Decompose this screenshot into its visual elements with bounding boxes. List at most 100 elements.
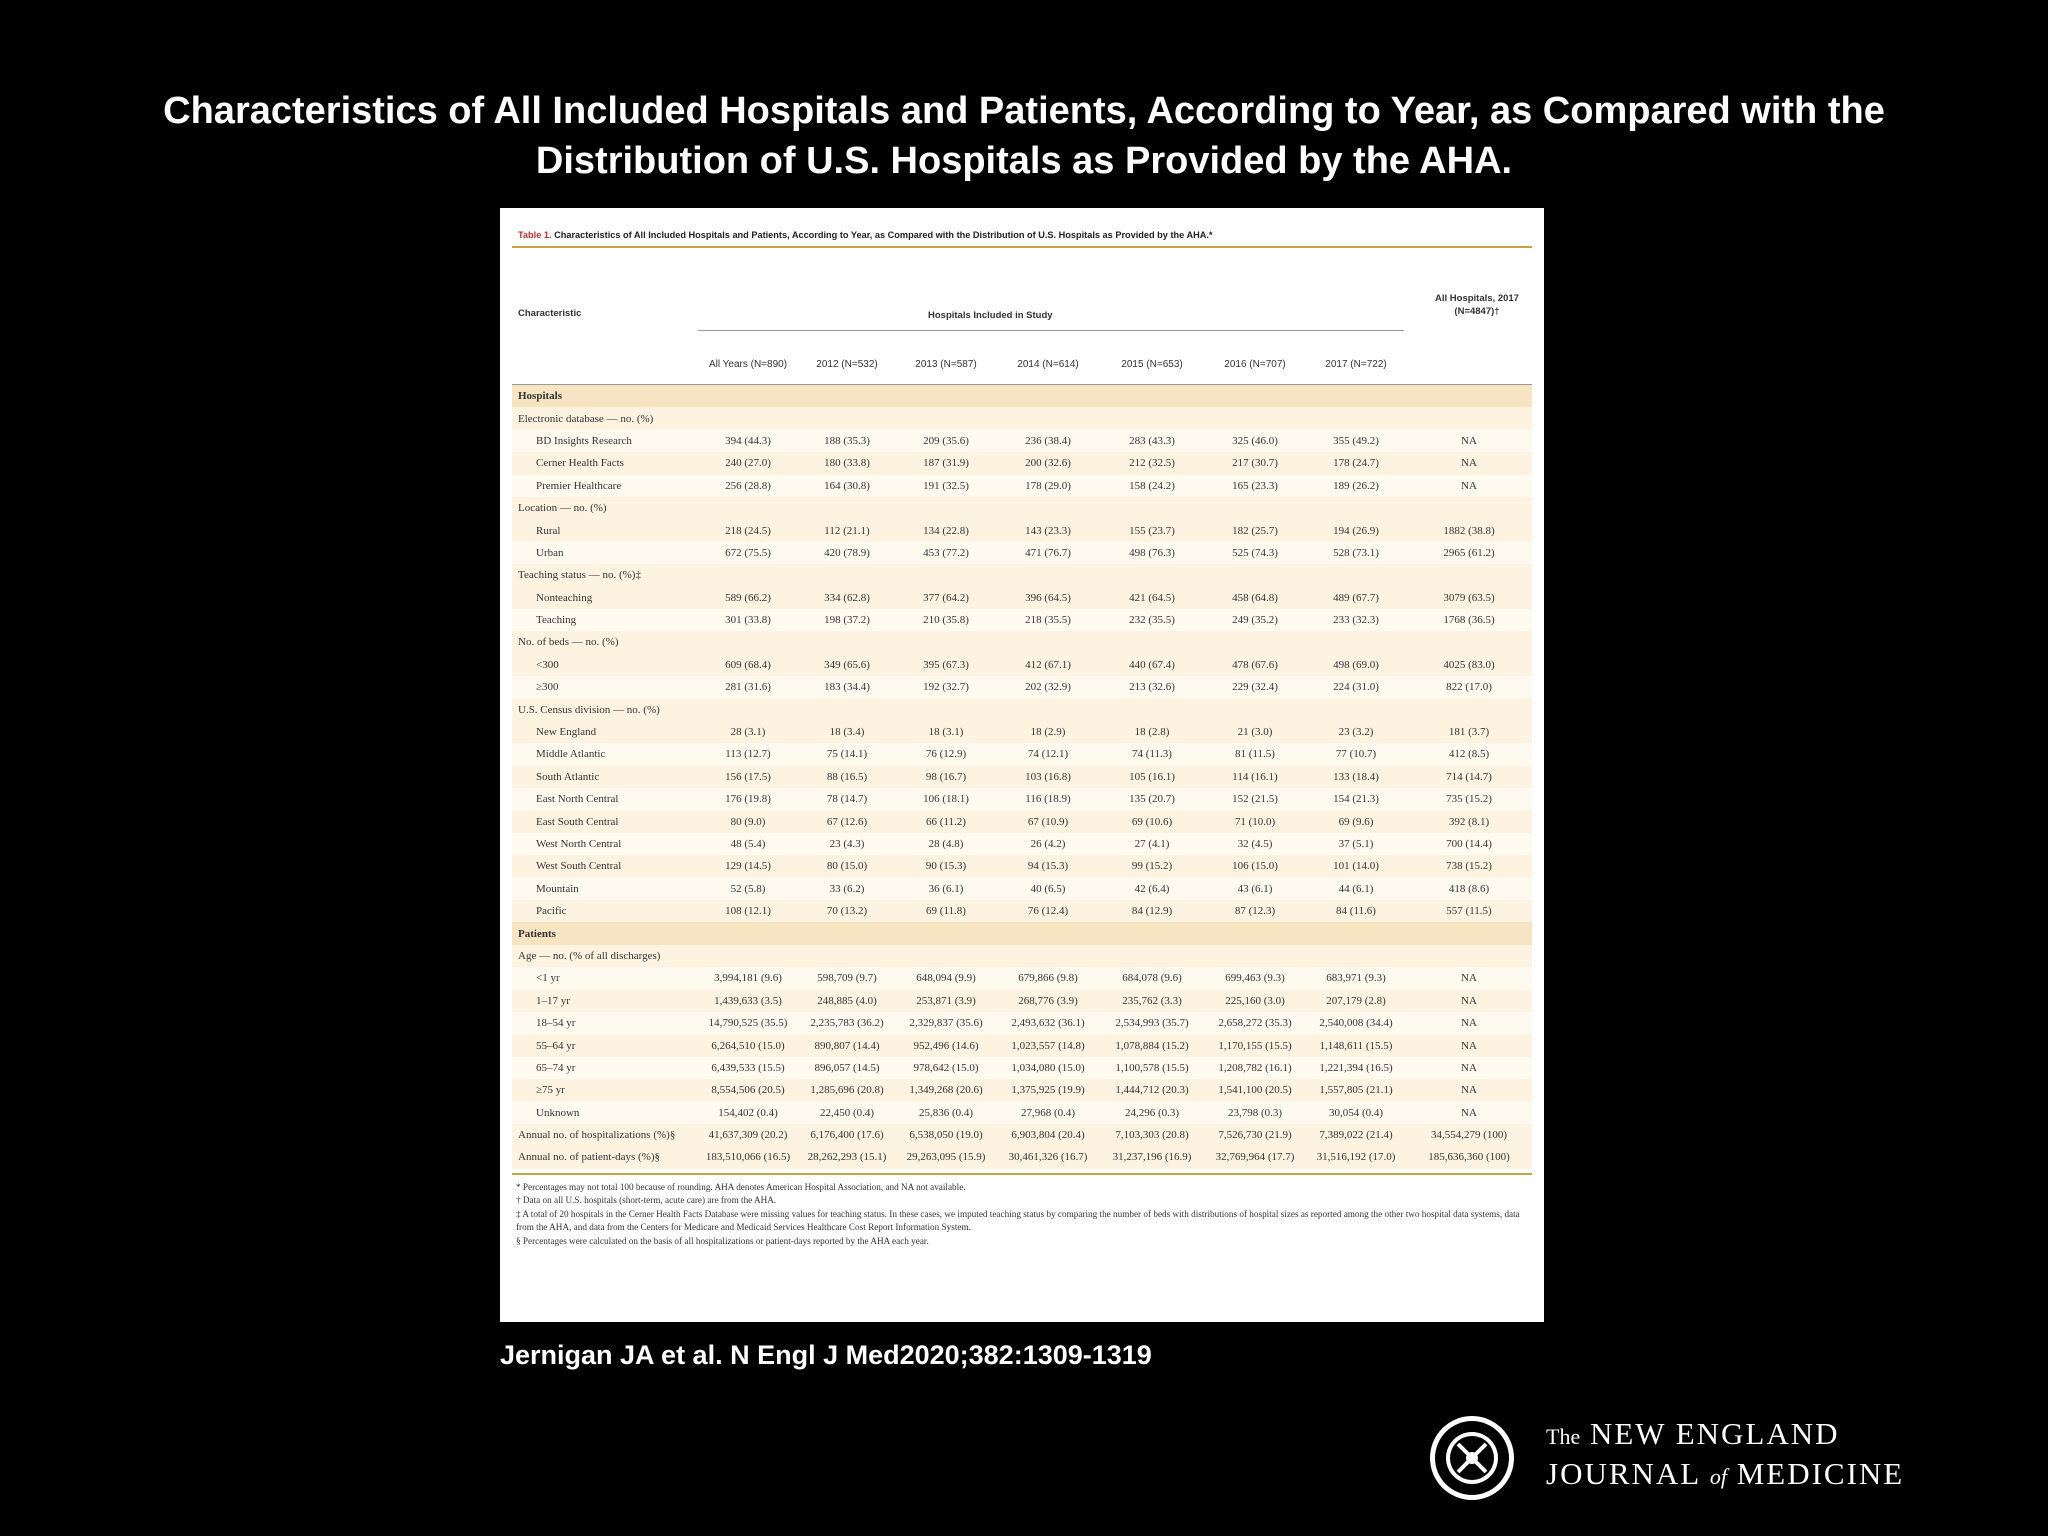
table-cell [698,564,798,587]
table-cell [1406,922,1532,945]
table-cell: 134 (22.8) [923,524,969,537]
table-row: Electronic database — no. (%) [512,407,1532,430]
column-header-row: All Years (N=890) 2012 (N=532) 2013 (N=587… [512,344,1532,385]
table-cell: 69 (10.6) [1131,815,1173,828]
table-cell: 822 (17.0) [1406,676,1532,699]
table-cell: 683,971 (9.3) [1306,967,1406,990]
table-row: Rural 218 (24.5) 112 (21.1) 134 (22.8) 143 (… [512,519,1532,541]
table-cell: 67 (10.9) [1027,815,1069,828]
table-cell: NA [1406,1101,1532,1124]
table-cell: 33 (6.2) [798,877,896,900]
table-cell [996,631,1100,654]
footnote: § Percentages were calculated on the bas… [516,1235,929,1246]
row-label: U.S. Census division — no. (%) [512,698,698,721]
table-cell: 106 (15.0) [1232,860,1278,873]
table-row: East South Central 80 (9.0) 67 (12.6) 66 (1… [512,810,1532,832]
table-cell: 334 (62.8) [824,591,870,604]
row-label: ≥75 yr [536,1084,565,1097]
table-cell: 188 (35.3) [798,429,896,453]
table-cell: 207,179 (2.8) [1326,994,1386,1007]
table-cell [698,384,798,408]
row-label: Mountain [512,877,698,900]
table-cell [996,496,1100,520]
table-cell: NA [1406,967,1532,990]
table-cell: 489 (67.7) [1333,591,1379,604]
table-cell [1306,564,1406,587]
table-cell: 87 (12.3) [1234,905,1276,918]
table-cell: 7,526,730 (21.9) [1204,1123,1306,1147]
table-cell: 143 (23.3) [1025,524,1071,537]
table-cell [896,922,996,945]
row-label: Annual no. of patient-days (%)§ [512,1146,698,1169]
row-label: East North Central [512,788,698,811]
table-cell: 283 (43.3) [1100,429,1204,453]
table-cell: 240 (27.0) [725,457,771,470]
table-cell: 106 (18.1) [896,788,996,811]
row-label: ≥300 [512,676,698,699]
table-cell: 6,176,400 (17.6) [798,1123,896,1147]
table-cell: 25,836 (0.4) [896,1101,996,1124]
table-cell: 325 (46.0) [1204,429,1306,453]
table-cell [896,384,996,408]
table-cell: 212 (32.5) [1129,457,1175,470]
table-cell: 78 (14.7) [798,788,896,811]
table-row: Cerner Health Facts 240 (27.0) 180 (33.8) 1… [512,452,1532,474]
table-cell: 978,642 (15.0) [896,1056,996,1080]
table-cell: 218 (24.5) [725,524,771,537]
table-cell: 18 (2.8) [1134,726,1170,739]
table-cell: 1,023,557 (14.8) [1011,1039,1085,1052]
table-cell: 412 (8.5) [1406,743,1532,766]
table-cell: NA [1461,457,1477,470]
table-cell: 3079 (63.5) [1443,591,1495,604]
table-cell: 81 (11.5) [1204,743,1306,766]
table-cell: 36 (6.1) [896,877,996,900]
table-cell: 210 (35.8) [896,608,996,632]
table-cell: 84 (12.9) [1131,905,1173,918]
table-cell: 232 (35.5) [1100,608,1204,632]
table-cell: 6,439,533 (15.5) [698,1056,798,1080]
column-header: 2016 (N=707) [1204,344,1306,385]
table-cell: 498 (69.0) [1333,658,1379,671]
table-cell: NA [1461,994,1477,1007]
table-cell [1406,564,1532,587]
table-cell: 30,461,326 (16.7) [996,1146,1100,1169]
table-cell: 890,807 (14.4) [814,1039,880,1052]
table-cell: 113 (12.7) [698,743,798,766]
table-cell [1204,384,1306,408]
table-cell: 2965 (61.2) [1406,541,1532,565]
table-cell [896,631,996,654]
table-cell: 268,776 (3.9) [1018,994,1078,1007]
table-cell: 355 (49.2) [1306,429,1406,453]
table-row: Location — no. (%) [512,496,1532,520]
section-row: Hospitals [512,384,1532,408]
table-cell: 224 (31.0) [1306,676,1406,699]
table-cell: 1,170,155 (15.5) [1218,1039,1292,1052]
table-cell [1204,496,1306,520]
table-cell: 589 (66.2) [725,591,771,604]
table-cell: 609 (68.4) [725,658,771,671]
row-label: Rural [536,524,561,537]
row-label: <1 yr [512,967,698,990]
table-row: 65–74 yr 6,439,533 (15.5) 896,057 (14.5) 97… [512,1056,1532,1080]
table-cell: 6,264,510 (15.0) [711,1039,785,1052]
table-cell [996,384,1100,408]
table-cell: 198 (37.2) [798,608,896,632]
table-label: Table 1. [518,230,552,240]
table-cell: 249 (35.2) [1204,608,1306,632]
table-row: <1 yr 3,994,181 (9.6) 598,709 (9.7) 648,094… [512,967,1532,990]
table-cell: 225,160 (3.0) [1225,994,1285,1007]
table-cell: 88 (16.5) [826,770,868,783]
table-cell: 48 (5.4) [698,832,798,856]
table-cell [1306,496,1406,520]
table-cell: 235,762 (3.3) [1122,994,1182,1007]
table-cell: 1,444,712 (20.3) [1115,1084,1189,1097]
table-cell: 108 (12.1) [725,905,771,918]
table-cell: 74 (11.3) [1100,743,1204,766]
table-cell: 1,349,268 (20.6) [909,1084,983,1097]
table-cell: 440 (67.4) [1129,658,1175,671]
table-cell: 14,790,525 (35.5) [698,1011,798,1035]
column-header-blank [512,344,698,385]
table-cell: 412 (67.1) [1025,658,1071,671]
table-cell [896,564,996,587]
row-label: Unknown [512,1101,698,1124]
